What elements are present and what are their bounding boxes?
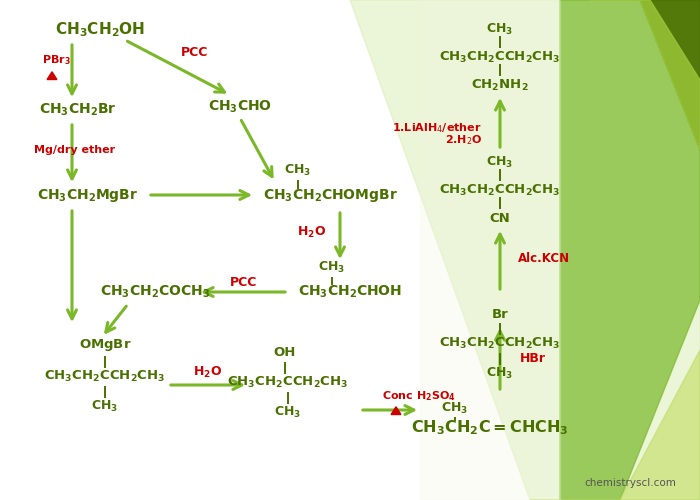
- Text: OH: OH: [274, 346, 296, 358]
- Text: $\mathregular{CH_3}$: $\mathregular{CH_3}$: [486, 22, 514, 36]
- Text: $\mathregular{CH_3CH_2Br}$: $\mathregular{CH_3CH_2Br}$: [39, 102, 117, 118]
- Text: Conc $\mathregular{H_2SO_4}$: Conc $\mathregular{H_2SO_4}$: [382, 389, 456, 403]
- Polygon shape: [350, 0, 700, 500]
- Text: $\mathregular{CH_3CH_2CCH_2CH_3}$: $\mathregular{CH_3CH_2CCH_2CH_3}$: [44, 368, 166, 384]
- Polygon shape: [640, 0, 700, 150]
- Text: PCC: PCC: [181, 46, 209, 59]
- Text: $\mathregular{PBr_3}$: $\mathregular{PBr_3}$: [42, 53, 71, 67]
- Text: $\mathregular{CH_3CH_2CCH_2CH_3}$: $\mathregular{CH_3CH_2CCH_2CH_3}$: [439, 50, 561, 64]
- Polygon shape: [560, 0, 700, 500]
- Text: Alc.KCN: Alc.KCN: [518, 252, 570, 264]
- Text: $\mathregular{CH_3CH_2CCH_2CH_3}$: $\mathregular{CH_3CH_2CCH_2CH_3}$: [439, 182, 561, 198]
- Text: $\mathregular{CH_3CH_2COCH_3}$: $\mathregular{CH_3CH_2COCH_3}$: [100, 284, 210, 300]
- Text: $\mathregular{CH_3CH_2CHOMgBr}$: $\mathregular{CH_3CH_2CHOMgBr}$: [262, 186, 398, 204]
- Text: $\mathregular{CH_3CH_2CCH_2CH_3}$: $\mathregular{CH_3CH_2CCH_2CH_3}$: [439, 336, 561, 350]
- Text: 1.LiAlH$_4$/ether: 1.LiAlH$_4$/ether: [392, 121, 482, 135]
- Polygon shape: [391, 407, 401, 414]
- Polygon shape: [530, 350, 700, 500]
- Text: HBr: HBr: [520, 352, 546, 364]
- Polygon shape: [47, 72, 57, 80]
- Text: $\mathregular{H_2O}$: $\mathregular{H_2O}$: [193, 364, 223, 380]
- Text: $\mathregular{CH_3}$: $\mathregular{CH_3}$: [284, 162, 312, 178]
- Text: Mg/dry ether: Mg/dry ether: [34, 145, 115, 155]
- Text: $\mathregular{CH_3}$: $\mathregular{CH_3}$: [92, 398, 118, 413]
- Text: Br: Br: [491, 308, 508, 322]
- Text: $\mathregular{CH_3CH_2OH}$: $\mathregular{CH_3CH_2OH}$: [55, 20, 145, 40]
- Text: $\mathregular{CH_3}$: $\mathregular{CH_3}$: [486, 366, 514, 380]
- Text: $\mathregular{CH_3CH_2CHOH}$: $\mathregular{CH_3CH_2CHOH}$: [298, 284, 402, 300]
- Polygon shape: [590, 0, 700, 150]
- Text: $\mathregular{CH_3CH_2C{=}CHCH_3}$: $\mathregular{CH_3CH_2C{=}CHCH_3}$: [411, 418, 569, 438]
- Text: $\mathregular{CH_3}$: $\mathregular{CH_3}$: [274, 404, 302, 419]
- Text: $\mathregular{CH_2NH_2}$: $\mathregular{CH_2NH_2}$: [471, 78, 528, 92]
- Text: chemistryscl.com: chemistryscl.com: [584, 478, 676, 488]
- Text: $\mathregular{CH_3CHO}$: $\mathregular{CH_3CHO}$: [208, 99, 272, 115]
- Text: $\mathregular{CH_3CH_2MgBr}$: $\mathregular{CH_3CH_2MgBr}$: [37, 186, 139, 204]
- Text: CN: CN: [489, 212, 510, 224]
- Text: 2.H$_2$O: 2.H$_2$O: [444, 133, 482, 147]
- Text: $\mathregular{CH_3}$: $\mathregular{CH_3}$: [318, 260, 346, 274]
- Text: $\mathregular{H_2O}$: $\mathregular{H_2O}$: [298, 224, 326, 240]
- Text: $\mathregular{CH_3}$: $\mathregular{CH_3}$: [442, 400, 468, 415]
- Text: PCC: PCC: [230, 276, 258, 288]
- Text: $\mathregular{CH_3CH_2CCH_2CH_3}$: $\mathregular{CH_3CH_2CCH_2CH_3}$: [228, 374, 349, 390]
- Polygon shape: [420, 0, 560, 500]
- Text: $\mathregular{OMgBr}$: $\mathregular{OMgBr}$: [78, 337, 132, 353]
- Text: $\mathregular{CH_3}$: $\mathregular{CH_3}$: [486, 154, 514, 170]
